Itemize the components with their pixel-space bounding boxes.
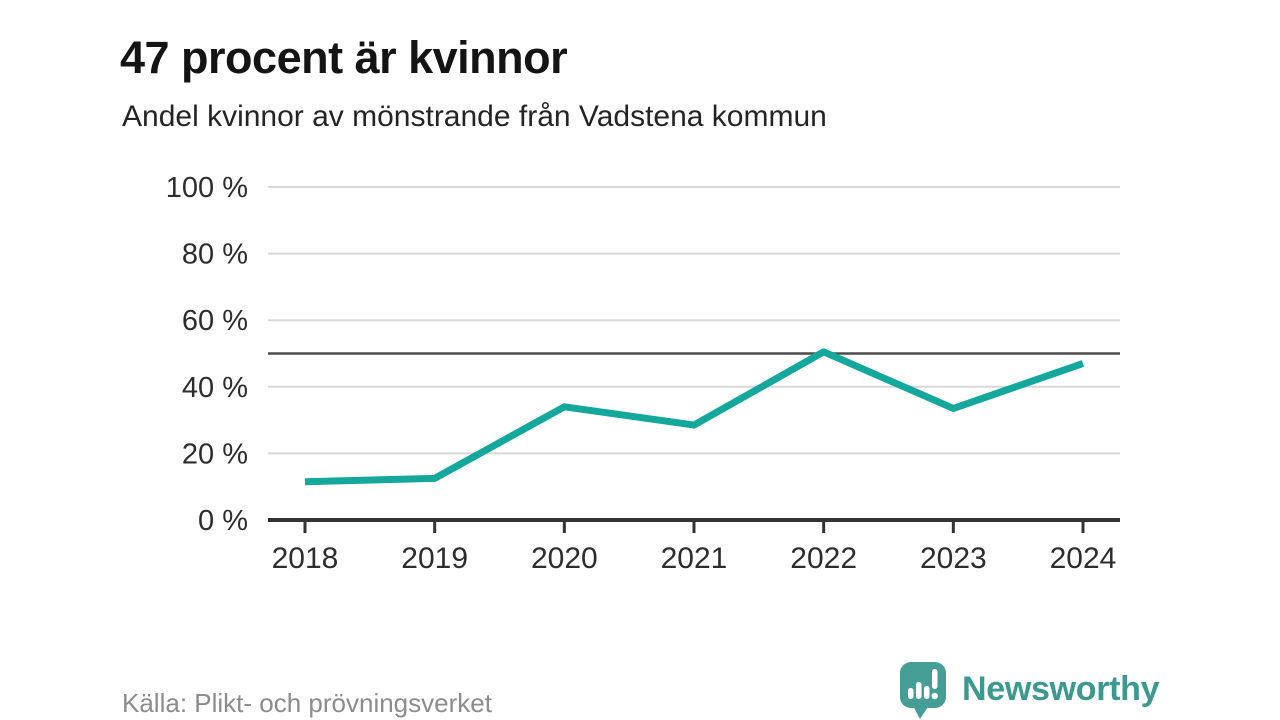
x-tick-label: 2022 bbox=[790, 542, 857, 575]
x-tick-label: 2021 bbox=[661, 542, 728, 575]
y-tick-label: 60 % bbox=[182, 305, 248, 337]
y-tick-label: 100 % bbox=[166, 172, 248, 204]
y-tick-label: 40 % bbox=[182, 372, 248, 404]
y-tick-label: 80 % bbox=[182, 239, 248, 271]
newsworthy-logo-text: Newsworthy bbox=[962, 670, 1160, 708]
x-tick-label: 2019 bbox=[401, 542, 468, 575]
data-line bbox=[304, 348, 1085, 486]
newsworthy-brand: Newsworthy bbox=[898, 660, 1160, 720]
x-tick-label: 2023 bbox=[920, 542, 987, 575]
newsworthy-logo-icon bbox=[900, 662, 946, 719]
y-tick-label: 20 % bbox=[182, 438, 248, 470]
source-note: Källa: Plikt- och prövningsverket bbox=[122, 688, 492, 718]
y-tick-label: 0 % bbox=[198, 505, 248, 537]
x-tick-label: 2018 bbox=[272, 542, 339, 575]
x-tick-label: 2024 bbox=[1050, 542, 1117, 575]
x-tick-label: 2020 bbox=[531, 542, 598, 575]
chart-subtitle: Andel kvinnor av mönstrande från Vadsten… bbox=[122, 100, 827, 133]
chart-svg: 0 % 20 % 40 % 60 % 80 % 100 % 2018 2019 2020 2021… bbox=[166, 172, 1120, 575]
page-title: 47 procent är kvinnor bbox=[120, 32, 568, 84]
